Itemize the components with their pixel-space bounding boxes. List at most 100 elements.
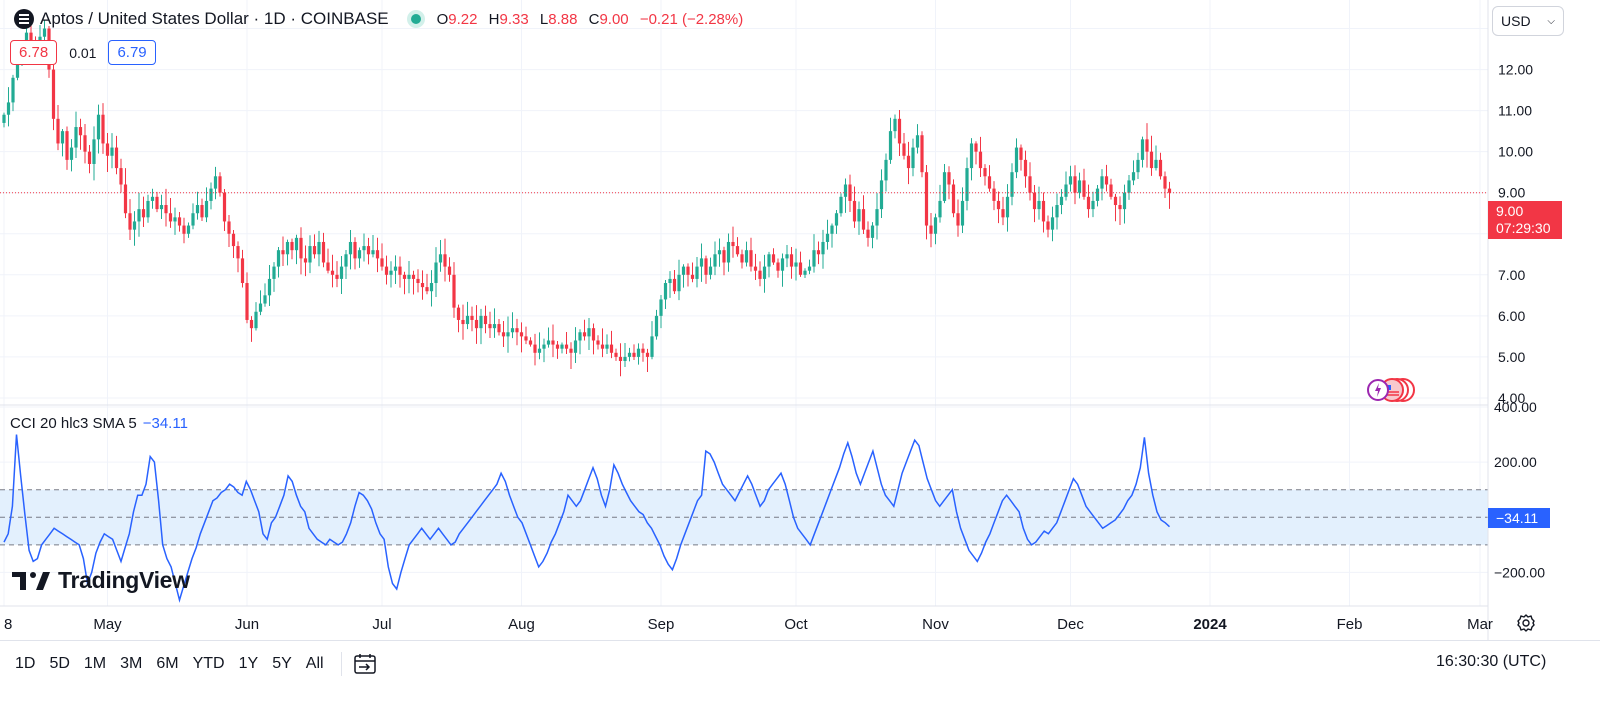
candle — [834, 210, 839, 234]
candle — [330, 254, 335, 288]
settings-gear-icon[interactable] — [1515, 612, 1537, 634]
candle-body — [1140, 139, 1145, 160]
price-tick-label: 10.00 — [1498, 144, 1533, 160]
market-open-dot-icon[interactable] — [410, 14, 421, 24]
symbol-title[interactable]: Aptos / United States Dollar · 1D · COIN… — [40, 9, 389, 28]
candle — [407, 261, 411, 294]
high-label: H — [488, 10, 500, 28]
candle — [924, 164, 929, 240]
candle — [1005, 184, 1010, 232]
indicator-name[interactable]: CCI 20 hlc3 SMA 5 — [10, 415, 137, 432]
candle — [317, 230, 321, 267]
candle — [798, 251, 803, 277]
candle-body — [1019, 147, 1023, 160]
range-button-5d[interactable]: 5D — [49, 654, 70, 672]
candle-body — [78, 127, 83, 136]
candle — [731, 226, 735, 258]
candle — [564, 332, 569, 354]
candle-body — [672, 278, 677, 292]
range-button-1d[interactable]: 1D — [15, 654, 36, 672]
candle — [744, 241, 749, 267]
candle-body — [60, 131, 65, 144]
candle-body — [177, 217, 182, 226]
candle-body — [1136, 159, 1140, 173]
candle-body — [308, 246, 312, 263]
range-button-all[interactable]: All — [305, 654, 324, 672]
goto-date-button[interactable] — [350, 649, 380, 679]
candle — [933, 213, 938, 245]
time-tick-label: 8 — [4, 616, 12, 633]
buy-button[interactable]: 6.79 — [108, 40, 156, 65]
candle-body — [2, 114, 6, 123]
time-tick-label: Oct — [784, 616, 808, 633]
candle — [114, 135, 119, 175]
candle — [915, 124, 920, 154]
candle-body — [555, 344, 560, 349]
candle — [461, 304, 465, 340]
candle-body — [546, 340, 551, 345]
candle — [789, 246, 794, 279]
candle-body — [1023, 159, 1028, 177]
candle — [56, 104, 60, 151]
tradingview-logo[interactable]: TradingView — [12, 567, 190, 594]
candle-body — [96, 114, 101, 140]
candle — [771, 248, 776, 265]
candle-body — [821, 241, 825, 255]
candle — [794, 248, 798, 281]
candle — [560, 342, 564, 354]
indicator-legend[interactable]: CCI 20 hlc3 SMA 5 −34.11 — [10, 415, 188, 432]
candle-body — [222, 192, 227, 222]
candle-body — [654, 315, 659, 337]
candle — [978, 136, 983, 177]
sell-button[interactable]: 6.78 — [10, 40, 58, 65]
candle-body — [627, 352, 632, 357]
candle — [335, 261, 339, 288]
candles-series[interactable] — [2, 19, 1172, 377]
candle — [155, 191, 159, 213]
candle-body — [200, 205, 204, 218]
range-button-3m[interactable]: 3M — [120, 654, 143, 672]
candle-body — [528, 340, 533, 345]
candle-body — [155, 196, 159, 210]
range-button-6m[interactable]: 6M — [156, 654, 179, 672]
symbol-legend[interactable]: Aptos / United States Dollar · 1D · COIN… — [14, 9, 750, 29]
candle-body — [978, 151, 983, 169]
candle-body — [519, 332, 524, 337]
currency-select[interactable]: USD ⌵ — [1492, 6, 1564, 36]
candle-body — [380, 258, 384, 267]
candle — [209, 182, 213, 210]
range-button-1y[interactable]: 1Y — [238, 654, 259, 672]
candle — [281, 236, 285, 266]
timezone-clock[interactable]: 16:30:30 (UTC) — [1436, 653, 1547, 670]
low-value: 8.88 — [548, 10, 578, 28]
cci-line[interactable] — [3, 434, 1171, 603]
range-button-1m[interactable]: 1M — [83, 654, 107, 672]
candle — [87, 144, 92, 174]
candle-body — [1064, 184, 1068, 197]
candle — [1145, 123, 1149, 168]
aptos-logo-icon — [14, 9, 34, 29]
candle — [956, 199, 960, 237]
candle — [344, 250, 348, 280]
candle — [339, 255, 344, 295]
candle — [870, 222, 875, 249]
candle — [722, 246, 726, 276]
candle-body — [1091, 200, 1095, 210]
candle-body — [123, 184, 128, 214]
cci-last-value-label: −34.11 — [1488, 508, 1550, 528]
candle — [74, 111, 78, 158]
country-flags-icon[interactable] — [1366, 377, 1416, 403]
candle-body — [240, 258, 245, 284]
candle-body — [1068, 176, 1073, 185]
candle-body — [92, 139, 96, 164]
ohlc-values: O9.22 H9.33 L8.88 C9.00 −0.21 (−2.28%) — [437, 11, 751, 28]
candle-body — [290, 241, 294, 251]
range-button-ytd[interactable]: YTD — [192, 654, 225, 672]
candle — [1167, 181, 1172, 209]
range-button-5y[interactable]: 5Y — [272, 654, 292, 672]
time-axis[interactable]: 8 May Jun Jul Aug Sep Oct Nov Dec 2024 Feb Mar — [4, 616, 1493, 633]
candle — [992, 181, 996, 211]
candle-body — [497, 324, 501, 333]
